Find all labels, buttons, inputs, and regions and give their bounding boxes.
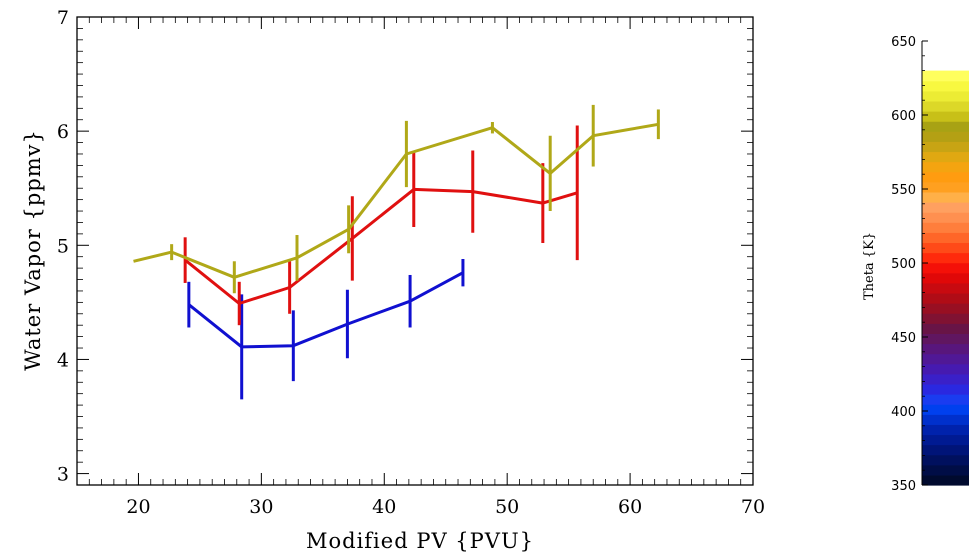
colorbar-swatch (922, 323, 969, 334)
x-axis-label: Modified PV {PVU} (306, 529, 534, 553)
colorbar-swatch (922, 474, 969, 486)
plot-border (76, 16, 754, 486)
colorbar-swatch (922, 151, 969, 163)
colorbar-swatch (922, 262, 969, 274)
colorbar-swatch (922, 373, 969, 385)
series-line (133, 122, 659, 279)
series-line (184, 187, 578, 305)
tick-labels: 20 30 40 50 60 70 3 4 5 6 7 (57, 7, 765, 518)
y-tick-label: 7 (57, 7, 69, 29)
y-tick-label: 5 (57, 235, 69, 257)
colorbar-swatch (922, 100, 969, 112)
y-axis-label: Water Vapor {ppmv} (21, 129, 45, 371)
colorbar-swatch (922, 90, 969, 102)
colorbar-swatch (922, 394, 969, 405)
colorbar-swatch (922, 161, 969, 173)
colorbar-swatch (922, 191, 969, 203)
colorbar-swatch (922, 424, 969, 436)
colorbar-swatch (922, 141, 969, 153)
colorbar-swatch (922, 121, 969, 132)
series-layer (133, 104, 660, 400)
colorbar-swatch (922, 383, 969, 395)
colorbar-swatch (922, 202, 969, 213)
y-tick-label: 6 (57, 121, 69, 143)
colorbar-swatch (922, 171, 969, 183)
x-tick-label: 60 (618, 496, 642, 518)
colorbar-swatch (922, 242, 969, 254)
colorbar-tick-label: 450 (891, 331, 916, 346)
colorbar-swatch (922, 111, 969, 122)
plot-frame (76, 16, 754, 486)
colorbar-swatch (922, 464, 969, 476)
colorbar-swatch (922, 131, 969, 142)
colorbar-swatch (922, 70, 969, 82)
colorbar-swatch (922, 343, 969, 355)
series-1 (187, 258, 465, 400)
colorbar-swatch (922, 181, 969, 193)
colorbar-tick-label: 350 (891, 479, 916, 494)
colorbar-swatch (922, 363, 969, 375)
axis-ticks (76, 16, 754, 486)
colorbar-swatch (922, 434, 969, 446)
colorbar-swatch (922, 252, 969, 264)
series-3 (133, 104, 660, 294)
series-line (187, 271, 464, 349)
colorbar-swatch (922, 313, 969, 324)
x-tick-label: 20 (126, 496, 150, 518)
colorbar-tick-label: 500 (891, 257, 916, 272)
colorbar-swatch (922, 333, 969, 345)
colorbar-title: Theta {K} (862, 232, 877, 300)
colorbar-swatch (922, 212, 969, 223)
x-tick-label: 70 (741, 496, 765, 518)
colorbar-swatch (922, 282, 969, 294)
colorbar-swatch (922, 404, 969, 415)
colorbar-swatch (922, 292, 969, 304)
series-2 (183, 125, 579, 326)
x-tick-label: 30 (249, 496, 273, 518)
colorbar-tick-label: 400 (891, 405, 916, 420)
colorbar-swatch (922, 232, 969, 244)
colorbar-swatch (922, 303, 969, 314)
colorbar: 350 400 450 500 550 600 650 (891, 35, 969, 494)
colorbar-swatch (922, 353, 969, 365)
colorbar-swatch (922, 444, 969, 456)
colorbar-swatch (922, 80, 969, 92)
x-tick-label: 40 (372, 496, 396, 518)
y-tick-label: 3 (57, 464, 69, 486)
colorbar-swatch (922, 222, 969, 233)
colorbar-swatch (922, 414, 969, 425)
x-tick-label: 50 (495, 496, 519, 518)
colorbar-tick-label: 600 (891, 109, 916, 124)
colorbar-swatch (922, 454, 969, 466)
colorbar-swatch (922, 272, 969, 284)
y-tick-label: 4 (57, 349, 69, 371)
colorbar-tick-label: 650 (891, 35, 916, 50)
colorbar-tick-label: 550 (891, 183, 916, 198)
